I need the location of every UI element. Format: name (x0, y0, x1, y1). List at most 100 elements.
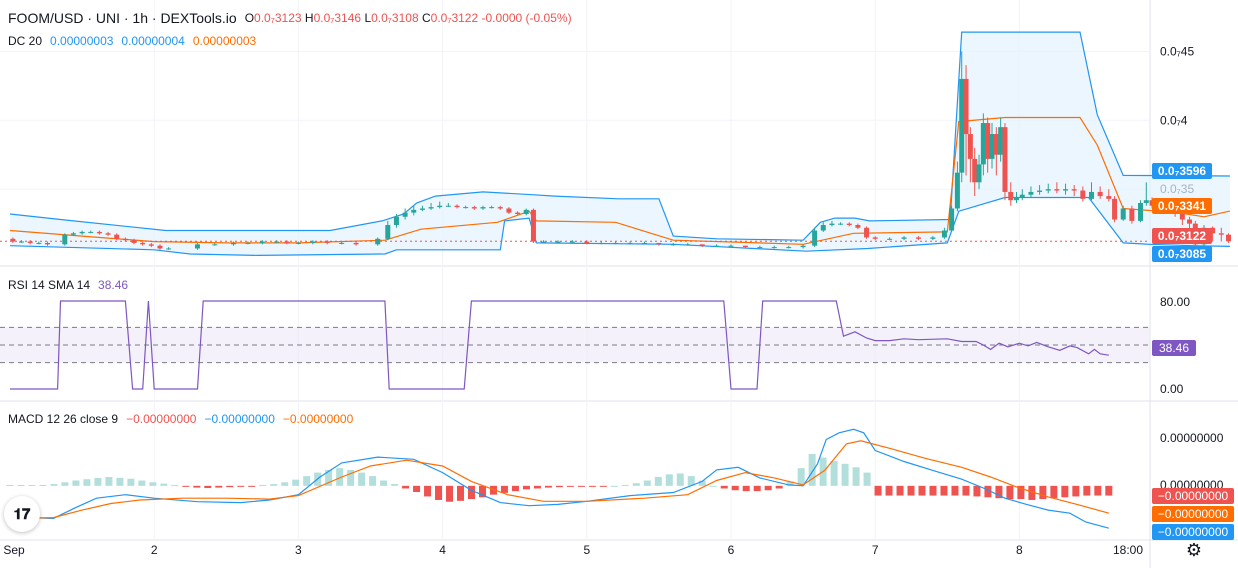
candle-body (930, 237, 936, 239)
macd-histogram-bar (478, 485, 486, 498)
rsi-tick-label: 0.00 (1160, 382, 1184, 396)
candle-body (194, 244, 200, 249)
macd-histogram-bar (896, 485, 904, 496)
time-tick-label: Sep (3, 543, 25, 557)
candle-body (1089, 191, 1094, 199)
macd-histogram-bar (336, 468, 344, 486)
candle-body (231, 242, 237, 245)
candle-body (131, 240, 137, 243)
candle-body (1054, 189, 1060, 191)
candle-body (1019, 194, 1025, 198)
candle-body (954, 172, 960, 209)
dc-legend: DC 20 0.00000003 0.00000004 0.00000003 (8, 34, 256, 48)
candle-body (471, 207, 477, 209)
tradingview-logo[interactable]: 𝟏𝟕 (4, 496, 40, 532)
macd-histogram-bar (588, 485, 596, 487)
macd-histogram-bar (226, 485, 234, 488)
candle-body (967, 134, 973, 159)
candle-body (114, 234, 120, 239)
candle-body (445, 205, 451, 207)
macd-histogram-bar (1050, 485, 1058, 499)
candle-body (887, 238, 893, 240)
candle-body (963, 78, 969, 135)
dc-upper-value: 0.00000004 (121, 34, 185, 48)
macd-histogram-bar (391, 484, 399, 486)
macd-histogram-bar (94, 477, 102, 486)
macd-histogram-bar (1094, 485, 1102, 496)
macd-value-label-bg (1152, 524, 1234, 540)
macd-legend-name[interactable]: MACD 12 26 close 9 (8, 412, 119, 426)
macd-histogram-bar (610, 485, 618, 487)
candle-body (310, 241, 316, 243)
time-tick-label: 6 (728, 543, 735, 557)
rsi-legend-name[interactable]: RSI 14 SMA 14 (8, 278, 91, 292)
candle-body (1129, 208, 1135, 221)
candle-body (497, 207, 503, 209)
candle-body (829, 223, 835, 226)
candle-body (980, 123, 986, 165)
candle-body (166, 248, 172, 250)
candle-body (523, 209, 529, 214)
macd-histogram-bar (1017, 485, 1025, 500)
candle-body (800, 245, 806, 248)
price-axis-label-bg (1152, 198, 1212, 214)
macd-histogram-bar (863, 472, 871, 486)
macd-line-value: −0.00000000 (204, 412, 275, 426)
macd-histogram-bar (380, 480, 388, 486)
candle-body (19, 241, 25, 243)
ohlc-values: O0.0₇3123 H0.0₇3146 L0.0₇3108 C0.0₇3122 … (245, 11, 572, 25)
candle-body (1210, 227, 1216, 234)
candle-body (402, 212, 408, 217)
time-tick-label: 18:00 (1113, 543, 1143, 557)
candle-body (1218, 233, 1224, 235)
price-axis-label-bg (1152, 163, 1212, 179)
candle-body (569, 241, 575, 243)
candle-body (985, 123, 991, 159)
macd-histogram-bar (852, 467, 860, 486)
candle-body (1080, 190, 1086, 199)
candle-body (212, 244, 218, 246)
candle-body (1120, 208, 1126, 220)
high-value: 0.0₇3146 (313, 11, 362, 25)
macd-histogram-bar (1105, 485, 1113, 496)
macd-histogram-bar (489, 485, 497, 495)
candle-body (1179, 214, 1185, 220)
macd-histogram-bar (1061, 485, 1069, 498)
macd-histogram-bar (753, 485, 761, 492)
price-axis-label-bg (1152, 246, 1212, 262)
candle-body (454, 205, 460, 208)
macd-histogram-bar (325, 469, 333, 486)
open-value: 0.0₇3123 (254, 11, 302, 25)
dc-legend-name[interactable]: DC 20 (8, 34, 43, 48)
macd-histogram-bar (632, 483, 640, 486)
macd-histogram-bar (544, 485, 552, 488)
macd-histogram-bar (995, 485, 1003, 499)
price-axis-label: 0.0₇3341 (1158, 199, 1207, 213)
macd-histogram-bar (742, 485, 750, 492)
candle-body (742, 245, 748, 248)
candle-body (36, 242, 42, 244)
rsi-legend-value: 38.46 (98, 278, 129, 292)
dc-upper-line (9, 31, 1230, 241)
candle-body (1008, 191, 1014, 201)
candle-body (70, 233, 76, 235)
candle-body (998, 127, 1004, 155)
time-tick-label: 5 (583, 543, 590, 557)
candle-body (419, 208, 425, 210)
macd-histogram-bar (720, 485, 728, 489)
time-tick-label: 4 (439, 543, 446, 557)
macd-value-label-bg (1152, 506, 1234, 522)
macd-histogram-bar (248, 485, 256, 487)
high-label: H (304, 11, 314, 25)
candle-body (324, 241, 330, 243)
candle-body (506, 208, 512, 213)
macd-histogram-bar (797, 468, 805, 486)
settings-gear-icon[interactable]: ⚙ (1185, 539, 1203, 560)
macd-histogram-value: −0.00000000 (126, 412, 197, 426)
macd-tick-label: 0.00000000 (1160, 431, 1224, 445)
dc-lower-value: 0.00000003 (50, 34, 114, 48)
macd-histogram-bar (599, 485, 607, 487)
candle-body (411, 209, 417, 213)
candle-body (122, 238, 128, 241)
